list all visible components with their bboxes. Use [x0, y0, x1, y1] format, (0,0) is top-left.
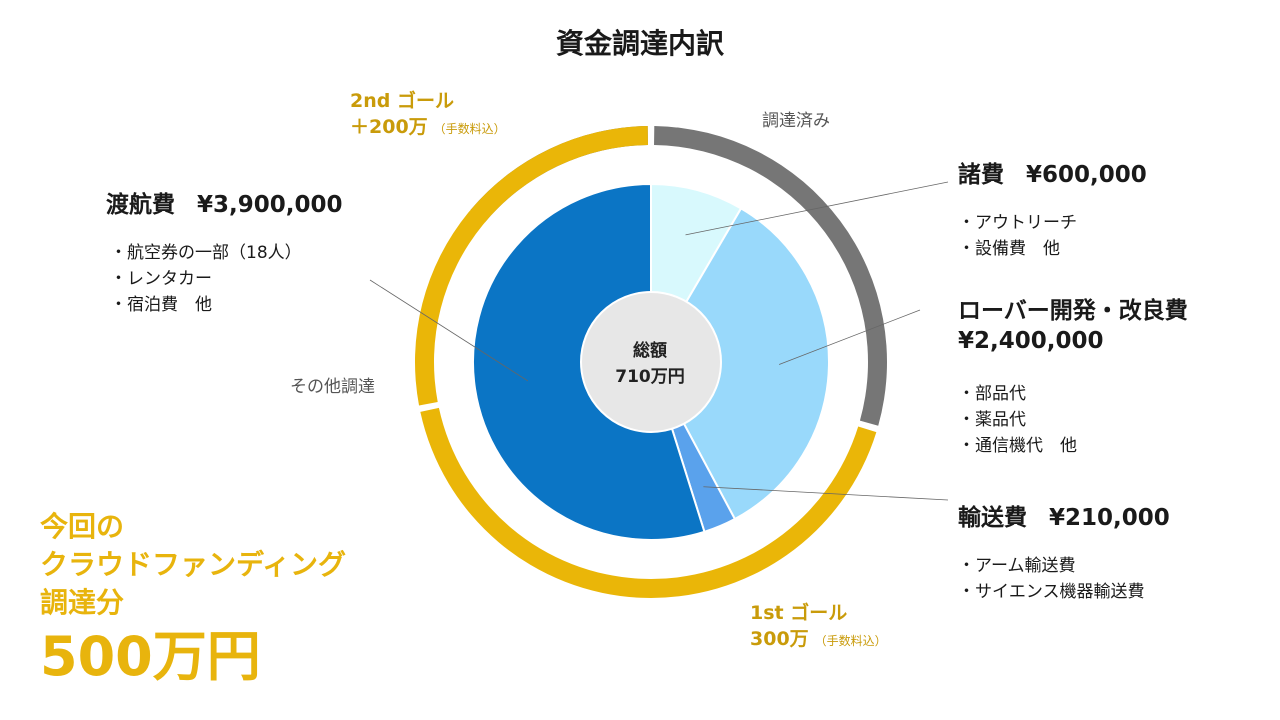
- category-travel-amount: ¥3,900,000: [197, 192, 343, 218]
- category-misc-name: 諸費: [958, 162, 1004, 188]
- first-goal-label: 1st ゴール 300万 （手数料込）: [750, 600, 887, 654]
- list-item: レンタカー: [110, 266, 302, 292]
- list-item: 宿泊費 他: [110, 292, 302, 318]
- category-travel-name: 渡航費: [106, 192, 175, 218]
- category-shipping-amount: ¥210,000: [1049, 505, 1170, 531]
- first-goal-title: 1st ゴール: [750, 602, 848, 624]
- category-misc-items: アウトリーチ 設備費 他: [958, 210, 1077, 262]
- category-shipping-heading: 輸送費 ¥210,000: [958, 498, 1170, 532]
- category-misc-heading: 諸費 ¥600,000: [958, 155, 1147, 189]
- category-rover-amount: ¥2,400,000: [958, 328, 1104, 354]
- list-item: アウトリーチ: [958, 210, 1077, 236]
- second-goal-note: （手数料込）: [433, 122, 506, 136]
- category-rover-heading: ローバー開発・改良費 ¥2,400,000: [958, 296, 1188, 356]
- list-item: 通信機代 他: [958, 433, 1077, 459]
- leader-line-2: [778, 309, 921, 365]
- category-travel-items: 航空券の一部（18人） レンタカー 宿泊費 他: [110, 240, 302, 318]
- category-shipping-name: 輸送費: [958, 505, 1027, 531]
- list-item: サイエンス機器輸送費: [958, 579, 1145, 605]
- chart-title: 資金調達内訳: [555, 27, 724, 60]
- list-item: 薬品代: [958, 407, 1077, 433]
- first-goal-note: （手数料込）: [814, 634, 887, 648]
- pie-slice-2: [649, 207, 830, 521]
- leader-line-3: [703, 486, 949, 501]
- category-travel-heading: 渡航費 ¥3,900,000: [106, 185, 343, 219]
- campaign-amount: 500万円: [40, 625, 261, 688]
- campaign-line-2: クラウドファンディング: [40, 548, 347, 581]
- list-item: 航空券の一部（18人）: [110, 240, 302, 266]
- list-item: 設備費 他: [958, 236, 1077, 262]
- outer-ring-gold-1: [420, 407, 877, 599]
- category-misc-amount: ¥600,000: [1026, 162, 1147, 188]
- donut-center: 総額 710万円: [580, 338, 720, 390]
- second-goal-title: 2nd ゴール: [350, 90, 454, 112]
- raised-ring-label: 調達済み: [762, 111, 830, 131]
- second-goal-label: 2nd ゴール ＋200万 （手数料込）: [350, 88, 506, 142]
- list-item: アーム輸送費: [958, 553, 1145, 579]
- category-rover-items: 部品代 薬品代 通信機代 他: [958, 381, 1077, 459]
- campaign-line-1: 今回の: [40, 510, 125, 543]
- leader-line-1: [685, 181, 949, 236]
- campaign-line-3: 調達分: [40, 586, 125, 619]
- donut-core: [580, 291, 722, 433]
- first-goal-amount: 300万: [750, 628, 809, 650]
- list-item: 部品代: [958, 381, 1077, 407]
- category-rover-name: ローバー開発・改良費: [958, 298, 1188, 324]
- second-goal-amount: ＋200万: [350, 116, 428, 138]
- campaign-callout: 今回の クラウドファンディング 調達分 500万円: [40, 508, 346, 690]
- center-value: 710万円: [615, 367, 685, 387]
- category-shipping-items: アーム輸送費 サイエンス機器輸送費: [958, 553, 1145, 605]
- leader-line-4: [369, 279, 529, 382]
- other-ring-label: その他調達: [290, 377, 375, 397]
- center-label: 総額: [633, 341, 667, 361]
